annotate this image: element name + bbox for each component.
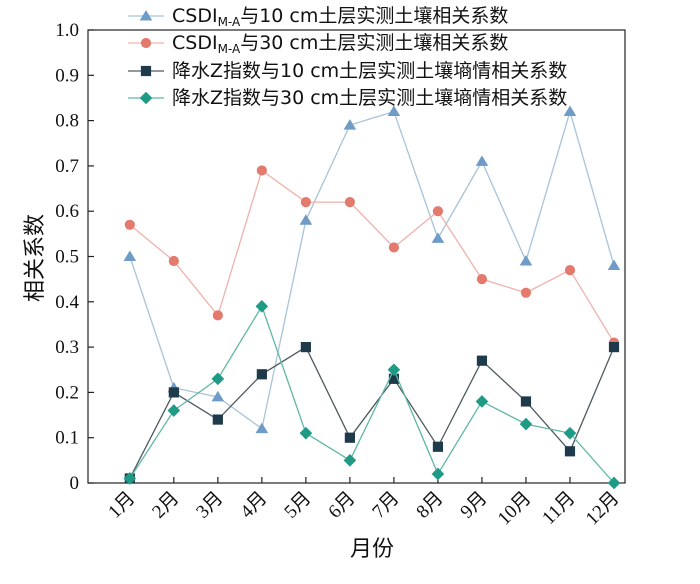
data-point xyxy=(475,155,489,166)
data-point xyxy=(211,372,225,386)
legend-item-4: 降水Z指数与30 cm土层实测土壤墒情相关系数 xyxy=(128,87,567,109)
y-tick-label: 0 xyxy=(70,473,80,494)
data-point xyxy=(123,250,137,261)
legend-marker xyxy=(139,10,153,21)
y-axis-title: 相关系数 xyxy=(23,214,48,302)
x-tick-label: 10月 xyxy=(494,488,536,530)
x-tick-label: 11月 xyxy=(538,488,579,529)
data-point xyxy=(299,214,313,225)
x-tick-label: 8月 xyxy=(412,488,447,523)
data-point xyxy=(387,363,401,377)
data-point xyxy=(476,274,488,285)
y-tick-label: 0.5 xyxy=(55,247,79,268)
data-point xyxy=(432,206,444,217)
data-point xyxy=(255,300,269,313)
data-point xyxy=(168,387,179,398)
y-tick-label: 0.8 xyxy=(55,111,79,132)
data-point xyxy=(343,454,357,467)
data-point xyxy=(124,219,135,230)
y-tick-label: 0.4 xyxy=(55,292,79,313)
x-tick-label: 3月 xyxy=(192,488,227,523)
data-point xyxy=(343,119,357,130)
data-point xyxy=(344,197,355,208)
y-tick-label: 0.7 xyxy=(55,156,79,177)
data-point xyxy=(519,255,533,266)
series-line xyxy=(129,346,615,479)
data-point xyxy=(431,232,445,243)
x-tick-label: 6月 xyxy=(324,488,359,523)
legend-label: 降水Z指数与30 cm土层实测土壤墒情相关系数 xyxy=(172,87,567,109)
data-point xyxy=(388,373,400,384)
x-tick-label: 1月 xyxy=(104,488,139,523)
legend-label: 降水Z指数与10 cm土层实测土壤墒情相关系数 xyxy=(172,60,567,82)
data-point xyxy=(608,342,620,353)
data-point xyxy=(255,422,269,434)
series-line xyxy=(129,169,615,343)
data-point xyxy=(256,369,267,380)
series-1 xyxy=(123,105,621,434)
data-point xyxy=(211,390,225,402)
x-tick-label: 7月 xyxy=(368,488,403,523)
legend-label: CSDIM-A与30 cm土层实测土壤相关系数 xyxy=(172,32,508,56)
data-point xyxy=(564,446,576,457)
series-2 xyxy=(124,165,620,348)
data-point xyxy=(300,342,311,353)
legend-marker xyxy=(140,37,152,49)
series-line xyxy=(129,109,615,430)
data-point xyxy=(432,441,444,452)
y-tick-label: 0.9 xyxy=(55,65,79,86)
data-point xyxy=(387,105,401,117)
y-tick-label: 0.3 xyxy=(55,337,79,358)
legend-label: CSDIM-A与10 cm土层实测土壤相关系数 xyxy=(172,5,508,29)
legend-item-2: CSDIM-A与30 cm土层实测土壤相关系数 xyxy=(128,32,508,56)
legend-marker xyxy=(139,91,153,105)
data-point xyxy=(212,414,223,425)
data-point xyxy=(167,404,181,417)
data-point xyxy=(256,165,267,176)
data-point xyxy=(520,287,532,298)
data-point xyxy=(564,264,576,276)
x-tick-label: 5月 xyxy=(280,488,315,523)
x-tick-label: 2月 xyxy=(148,488,183,523)
series-3 xyxy=(124,342,620,484)
data-point xyxy=(519,417,533,431)
x-tick-label: 12月 xyxy=(582,488,624,530)
legend-marker xyxy=(140,65,152,77)
legend: CSDIM-A与10 cm土层实测土壤相关系数 CSDIM-A与30 cm土层实测… xyxy=(128,5,567,109)
data-point xyxy=(344,432,355,443)
legend-item-1: CSDIM-A与10 cm土层实测土壤相关系数 xyxy=(128,5,508,29)
data-point xyxy=(563,426,577,440)
series-line xyxy=(129,304,615,484)
y-tick-label: 0.6 xyxy=(55,201,79,222)
data-point xyxy=(607,259,621,271)
series-4 xyxy=(123,300,621,490)
x-axis-title: 月份 xyxy=(350,537,394,562)
plot-area xyxy=(123,105,621,490)
data-point xyxy=(431,467,445,481)
data-point xyxy=(520,396,532,407)
x-tick-label: 9月 xyxy=(456,488,491,523)
data-point xyxy=(299,426,313,440)
y-tick-label: 1.0 xyxy=(55,20,79,41)
data-point xyxy=(212,310,223,321)
data-point xyxy=(563,105,577,117)
data-point xyxy=(475,395,489,408)
x-tick-label: 4月 xyxy=(236,488,271,523)
data-point xyxy=(388,242,400,253)
data-point xyxy=(123,472,137,485)
data-point xyxy=(476,355,488,366)
data-point xyxy=(607,476,621,490)
y-tick-label: 0.2 xyxy=(55,382,79,403)
y-tick-label: 0.1 xyxy=(55,428,79,449)
legend-item-3: 降水Z指数与10 cm土层实测土壤墒情相关系数 xyxy=(128,60,567,82)
data-point xyxy=(168,255,179,267)
data-point xyxy=(300,197,311,208)
